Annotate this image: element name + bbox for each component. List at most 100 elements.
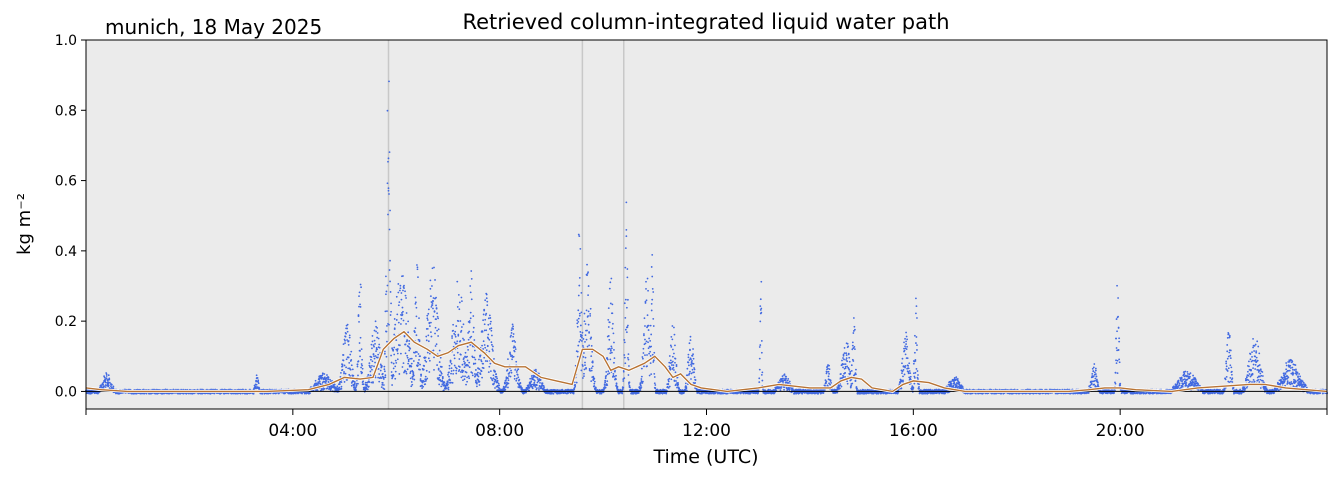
lwp-point (508, 371, 511, 374)
lwp-point (904, 337, 906, 340)
lwp-point (625, 201, 628, 204)
lwp-point (390, 302, 392, 305)
lwp-point (513, 377, 516, 380)
lwp-point (608, 372, 611, 375)
lwp-point (915, 312, 917, 315)
lwp-point (383, 352, 386, 355)
lwp-point (466, 376, 468, 379)
lwp-point (516, 369, 519, 372)
lwp-point (407, 358, 410, 361)
lwp-point (344, 372, 347, 375)
lwp-point (897, 389, 900, 392)
lwp-point (472, 331, 475, 333)
lwp-point (673, 352, 675, 355)
lwp-point (667, 380, 670, 383)
lwp-point (349, 368, 352, 371)
lwp-point (395, 319, 398, 321)
lwp-point (439, 370, 442, 373)
lwp-point (344, 335, 347, 338)
lwp-point (443, 381, 446, 384)
lwp-point (934, 388, 936, 391)
lwp-point (360, 348, 363, 351)
lwp-point (686, 374, 689, 377)
lwp-point (579, 248, 582, 250)
lwp-point (652, 318, 655, 320)
lwp-point (371, 335, 374, 337)
lwp-point (417, 364, 419, 366)
lwp-point (673, 326, 675, 329)
lwp-point (600, 392, 603, 395)
lwp-point (399, 287, 402, 290)
lwp-point (515, 371, 518, 373)
lwp-point (384, 376, 387, 379)
lwp-point (639, 384, 642, 387)
lwp-point (684, 382, 687, 385)
lwp-point (644, 338, 646, 341)
lwp-point (675, 383, 677, 386)
lwp-point (906, 338, 909, 341)
lwp-point (378, 346, 381, 349)
lwp-point (514, 341, 517, 343)
lwp-point (785, 377, 788, 380)
lwp-point (610, 347, 613, 350)
lwp-point (489, 376, 492, 379)
lwp-point (514, 348, 517, 350)
lwp-point (584, 356, 587, 359)
lwp-point (387, 213, 389, 216)
lwp-point (359, 355, 361, 358)
lwp-point (609, 302, 612, 305)
lwp-point (642, 352, 645, 354)
lwp-point (387, 187, 390, 190)
lwp-point (397, 291, 400, 294)
lwp-point (610, 351, 613, 354)
lwp-point (669, 359, 672, 362)
lwp-point (429, 331, 432, 333)
lwp-point (461, 371, 464, 374)
lwp-point (358, 321, 360, 323)
lwp-point (112, 387, 115, 390)
lwp-point (915, 297, 917, 300)
lwp-point (377, 376, 380, 379)
lwp-point (432, 297, 435, 299)
lwp-point (295, 392, 297, 395)
lwp-point (404, 369, 406, 372)
lwp-point (458, 358, 461, 360)
lwp-point (395, 339, 398, 342)
lwp-point (844, 367, 847, 370)
lwp-point (462, 323, 465, 326)
lwp-point (437, 335, 440, 337)
lwp-point (669, 344, 672, 347)
lwp-point (438, 349, 441, 352)
lwp-point (385, 293, 387, 296)
lwp-point (485, 329, 488, 332)
lwp-point (388, 80, 390, 83)
lwp-point (690, 365, 693, 367)
lwp-point (758, 368, 761, 371)
lwp-point (482, 340, 485, 343)
lwp-point (254, 385, 257, 388)
lwp-point (417, 353, 420, 355)
lwp-point (360, 286, 362, 289)
lwp-point (386, 310, 388, 313)
lwp-point (393, 328, 396, 331)
lwp-point (478, 368, 481, 371)
lwp-point (433, 369, 435, 371)
lwp-point (640, 375, 643, 378)
lwp-point (338, 386, 341, 389)
lwp-point (687, 356, 690, 359)
lwp-point (468, 366, 471, 369)
lwp-point (103, 385, 105, 388)
lwp-point (420, 373, 422, 376)
lwp-point (577, 344, 580, 347)
lwp-point (514, 368, 517, 371)
lwp-point (392, 362, 395, 365)
lwp-point (612, 373, 615, 375)
lwp-point (671, 368, 674, 370)
lwp-point (646, 354, 648, 356)
lwp-point (521, 387, 523, 390)
lwp-point (514, 346, 517, 349)
lwp-point (450, 372, 452, 375)
lwp-point (607, 326, 610, 328)
lwp-point (472, 326, 475, 329)
lwp-point (349, 375, 352, 377)
